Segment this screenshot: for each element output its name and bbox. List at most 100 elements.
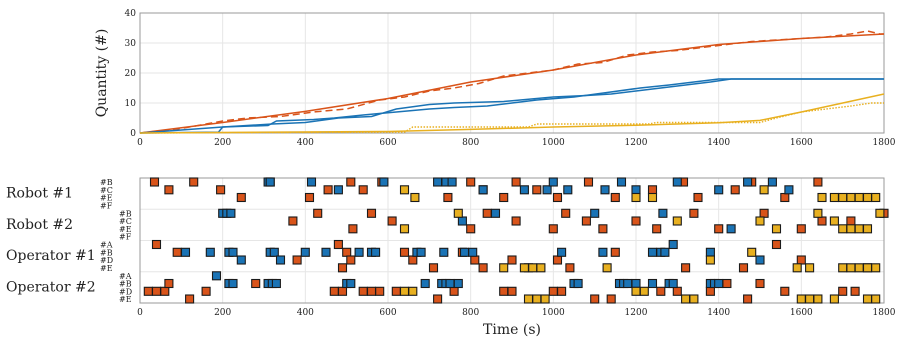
schedule-event-orange: [151, 286, 162, 296]
schedule-event-blue: [726, 224, 736, 234]
schedule-event-orange: [149, 177, 160, 187]
schedule-event-orange: [499, 192, 509, 203]
schedule-x-tick-label: 1400: [707, 308, 730, 318]
schedule-event-blue: [275, 255, 286, 265]
schedule-event-yellow: [639, 286, 649, 296]
schedule-event-blue: [647, 247, 658, 257]
schedule-event-yellow: [829, 192, 839, 203]
schedule-event-blue: [379, 177, 389, 187]
schedule-event-orange: [548, 224, 558, 234]
schedule-event-orange: [693, 192, 703, 203]
schedule-event-yellow: [875, 208, 885, 218]
schedule-event-blue: [631, 185, 641, 195]
schedule-event-orange: [236, 192, 246, 203]
schedule-event-yellow: [846, 192, 856, 203]
schedule-event-yellow: [862, 263, 873, 273]
schedule-event-orange: [482, 208, 492, 218]
schedule-lane-label: #F: [100, 201, 113, 210]
schedule-event-yellow: [532, 294, 542, 304]
schedule-event-blue: [416, 247, 426, 257]
schedule-event-yellow: [871, 192, 881, 203]
schedule-event-yellow: [871, 294, 881, 304]
quantity-y-tick-label: 0: [130, 129, 136, 139]
quantity-series-line-yellow-solid: [139, 93, 885, 134]
schedule-event-yellow: [689, 294, 699, 304]
schedule-lane-label: #F: [119, 233, 132, 242]
schedule-event-blue: [205, 247, 215, 257]
schedule-event-orange: [759, 208, 769, 218]
schedule-event-blue: [668, 239, 678, 250]
schedule-event-orange: [780, 192, 790, 203]
schedule-event-orange: [730, 185, 740, 195]
schedule-lane-label: #E: [100, 264, 113, 273]
schedule-event-blue: [236, 255, 246, 265]
schedule-event-yellow: [854, 263, 864, 273]
schedule-event-yellow: [838, 263, 848, 273]
schedule-event-orange: [532, 185, 542, 195]
schedule-event-orange: [189, 177, 199, 187]
schedule-event-orange: [164, 185, 174, 195]
schedule-event-yellow: [759, 185, 769, 195]
schedule-event-orange: [850, 286, 860, 296]
schedule-event-blue: [447, 177, 457, 187]
schedule-x-tick-label: 400: [297, 308, 314, 318]
quantity-x-tick-label: 0: [137, 138, 143, 148]
schedule-event-yellow: [410, 192, 420, 203]
schedule-event-yellow: [829, 216, 839, 226]
schedule-event-orange: [552, 255, 563, 265]
schedule-event-blue: [548, 177, 558, 187]
schedule-event-orange: [846, 216, 856, 226]
schedule-event-blue: [490, 208, 501, 218]
schedule-event-blue: [714, 278, 724, 289]
schedule-x-tick-label: 1200: [625, 308, 648, 318]
schedule-event-blue: [784, 185, 794, 195]
quantity-x-tick-label: 200: [214, 138, 231, 148]
schedule-lane-label: #A: [100, 241, 113, 250]
schedule-event-orange: [743, 294, 753, 304]
schedule-event-orange: [428, 263, 439, 273]
schedule-event-orange: [561, 208, 571, 218]
quantity-x-tick-label: 600: [379, 138, 396, 148]
schedule-event-yellow: [817, 192, 827, 203]
quantity-y-label: Quantity (#): [94, 29, 110, 118]
schedule-event-yellow: [792, 263, 802, 273]
quantity-x-tick-label: 1200: [625, 138, 648, 148]
schedule-event-orange: [714, 224, 724, 234]
schedule-event-blue: [371, 247, 381, 257]
schedule-event-yellow: [846, 224, 856, 234]
schedule-event-orange: [557, 286, 567, 296]
schedule-event-orange: [443, 192, 453, 203]
quantity-x-tick-label: 1000: [542, 138, 565, 148]
schedule-event-yellow: [854, 192, 864, 203]
schedule-event-yellow: [862, 192, 873, 203]
schedule-event-orange: [466, 177, 476, 187]
schedule-event-orange: [185, 294, 195, 304]
schedule-event-orange: [164, 278, 174, 289]
schedule-event-yellow: [846, 263, 856, 273]
schedule-event-blue: [590, 208, 600, 218]
schedule-event-orange: [323, 185, 333, 195]
schedule-event-orange: [813, 177, 823, 187]
schedule-event-blue: [459, 247, 470, 257]
schedule-event-blue: [433, 177, 443, 187]
schedule-event-blue: [306, 177, 317, 187]
schedule-lane-label: #C: [119, 217, 132, 226]
schedule-event-orange: [552, 192, 563, 203]
schedule-event-blue: [300, 247, 310, 257]
schedule-event-blue: [346, 278, 356, 289]
schedule-event-blue: [542, 185, 552, 195]
quantity-series-line-orange-dashed: [139, 30, 884, 134]
schedule-event-yellow: [813, 294, 823, 304]
schedule-event-orange: [499, 286, 509, 296]
schedule-event-orange: [288, 216, 298, 226]
schedule-event-orange: [565, 263, 575, 273]
schedule-event-orange: [722, 278, 732, 289]
schedule-event-orange: [333, 239, 343, 250]
schedule-lane-label: #B: [100, 248, 113, 257]
schedule-event-orange: [511, 177, 521, 187]
schedule-event-orange: [581, 216, 591, 226]
schedule-event-yellow: [854, 224, 864, 234]
quantity-axes: [139, 12, 885, 134]
schedule-event-orange: [337, 263, 348, 273]
